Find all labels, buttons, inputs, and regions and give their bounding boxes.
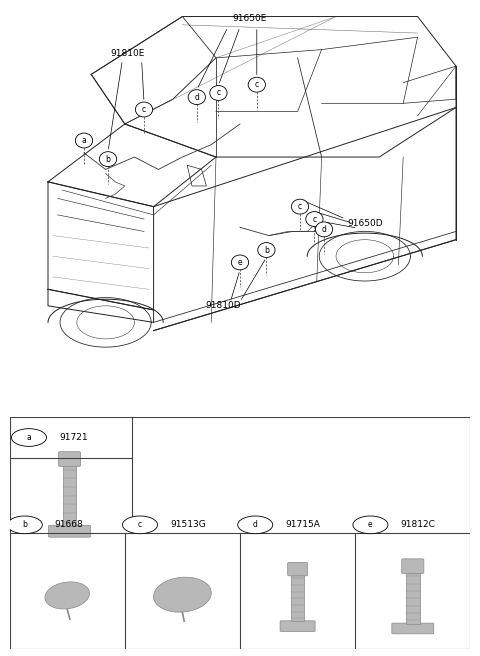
Text: 91715A: 91715A [285,520,320,529]
FancyBboxPatch shape [402,559,424,573]
Circle shape [122,516,157,534]
Text: 91668: 91668 [55,520,84,529]
Circle shape [238,516,273,534]
Text: a: a [26,433,31,442]
Text: 91721: 91721 [59,433,87,442]
Text: e: e [368,520,372,529]
FancyBboxPatch shape [59,452,81,466]
Text: e: e [238,258,242,267]
Circle shape [258,243,275,257]
Text: 91812C: 91812C [400,520,435,529]
Circle shape [135,102,153,117]
FancyBboxPatch shape [288,562,308,576]
Bar [406,573,420,624]
Ellipse shape [45,582,89,609]
Circle shape [248,77,265,92]
Text: 91650D: 91650D [347,218,383,228]
Text: 91810E: 91810E [110,49,144,58]
Text: c: c [138,520,142,529]
Circle shape [315,222,333,237]
Circle shape [231,255,249,270]
FancyBboxPatch shape [48,525,90,537]
Text: c: c [216,89,220,98]
FancyBboxPatch shape [280,621,315,632]
Text: c: c [298,202,302,211]
Bar [291,575,304,621]
Text: b: b [264,245,269,255]
Circle shape [12,428,47,446]
Circle shape [291,199,309,214]
Circle shape [306,212,323,226]
Text: c: c [312,215,316,224]
Circle shape [353,516,388,534]
Circle shape [210,85,227,100]
Text: b: b [23,520,27,529]
Ellipse shape [154,577,211,612]
Text: d: d [194,92,199,102]
Text: c: c [142,105,146,114]
Text: b: b [106,155,110,163]
Circle shape [188,90,205,104]
Circle shape [99,152,117,167]
Text: d: d [322,225,326,234]
Text: a: a [82,136,86,145]
Text: c: c [255,80,259,89]
Text: 91810D: 91810D [205,301,241,310]
Text: 91513G: 91513G [170,520,206,529]
FancyBboxPatch shape [392,623,434,634]
Circle shape [75,133,93,148]
Bar [62,466,76,526]
Circle shape [7,516,42,534]
Text: d: d [253,520,258,529]
Text: 91650E: 91650E [232,14,267,23]
